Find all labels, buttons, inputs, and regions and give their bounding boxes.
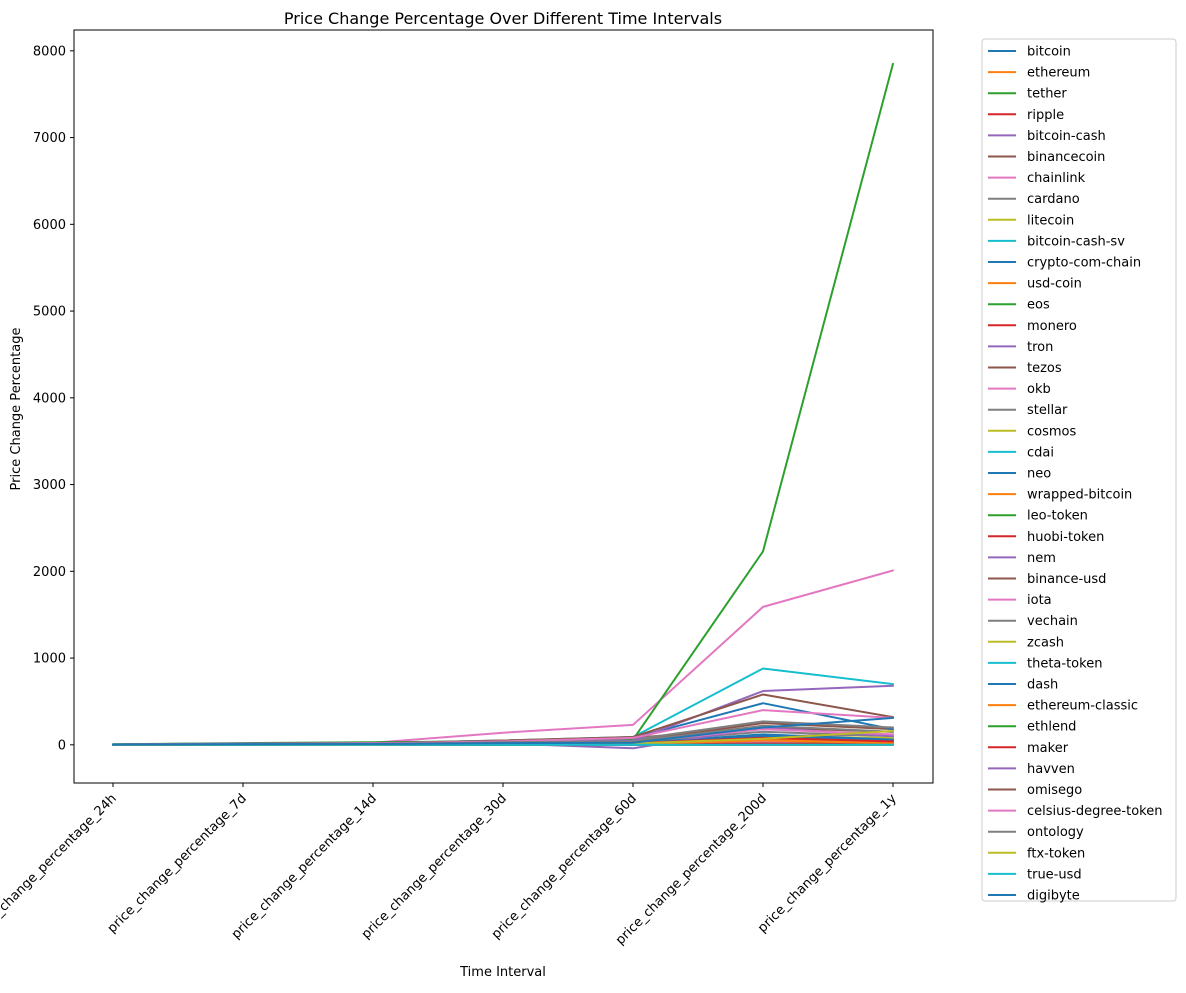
legend-label: vechain bbox=[1027, 614, 1078, 629]
legend-label: digibyte bbox=[1027, 889, 1080, 904]
legend-label: ftx-token bbox=[1027, 846, 1085, 861]
x-axis-ticks: price_change_percentage_24hprice_change_… bbox=[0, 783, 900, 948]
chart-title: Price Change Percentage Over Different T… bbox=[284, 9, 722, 28]
legend-label: ethlend bbox=[1027, 720, 1076, 735]
legend-label: celsius-degree-token bbox=[1027, 804, 1162, 819]
legend-label: tether bbox=[1027, 87, 1067, 102]
y-tick-label: 5000 bbox=[33, 305, 66, 320]
legend-label: huobi-token bbox=[1027, 530, 1104, 545]
legend-label: ethereum bbox=[1027, 66, 1090, 81]
legend-label: stellar bbox=[1027, 403, 1068, 418]
legend-label: theta-token bbox=[1027, 656, 1102, 671]
legend-label: nem bbox=[1027, 551, 1056, 566]
legend-label: leo-token bbox=[1027, 509, 1088, 524]
legend-label: ontology bbox=[1027, 825, 1084, 840]
legend-label: monero bbox=[1027, 319, 1077, 334]
y-tick-label: 6000 bbox=[33, 218, 66, 233]
legend-label: binancecoin bbox=[1027, 150, 1105, 165]
series-line-ethlend bbox=[113, 64, 893, 745]
y-axis-label: Price Change Percentage bbox=[9, 328, 24, 491]
legend-label: havven bbox=[1027, 762, 1075, 777]
legend-label: zcash bbox=[1027, 635, 1064, 650]
y-tick-label: 3000 bbox=[33, 478, 66, 493]
legend-label: wrapped-bitcoin bbox=[1027, 488, 1132, 503]
legend-label: binance-usd bbox=[1027, 572, 1106, 587]
legend-label: cardano bbox=[1027, 192, 1080, 207]
legend-label: okb bbox=[1027, 382, 1051, 397]
legend-label: eos bbox=[1027, 298, 1050, 313]
legend-label: cdai bbox=[1027, 445, 1054, 460]
legend-label: true-usd bbox=[1027, 867, 1082, 882]
legend-label: bitcoin bbox=[1027, 45, 1071, 60]
x-tick-label: price_change_percentage_7d bbox=[105, 791, 250, 936]
legend-label: dash bbox=[1027, 678, 1058, 693]
legend-label: cosmos bbox=[1027, 424, 1076, 439]
legend: bitcoin ethereum tether ripple bitcoin-cash b… bbox=[982, 39, 1176, 904]
y-tick-label: 8000 bbox=[33, 44, 66, 59]
legend-label: tron bbox=[1027, 340, 1053, 355]
x-tick-label: price_change_percentage_24h bbox=[0, 791, 120, 942]
legend-label: bitcoin-cash bbox=[1027, 129, 1106, 144]
legend-frame bbox=[982, 39, 1176, 901]
legend-label: iota bbox=[1027, 593, 1052, 608]
legend-label: usd-coin bbox=[1027, 277, 1082, 292]
legend-label: bitcoin-cash-sv bbox=[1027, 234, 1125, 249]
x-tick-label: price_change_percentage_30d bbox=[359, 791, 510, 942]
series-lines bbox=[113, 64, 893, 749]
legend-label: maker bbox=[1027, 741, 1069, 756]
legend-label: chainlink bbox=[1027, 171, 1086, 186]
x-tick-label: price_change_percentage_200d bbox=[613, 791, 770, 948]
x-tick-label: price_change_percentage_14d bbox=[229, 791, 380, 942]
y-tick-label: 1000 bbox=[33, 652, 66, 667]
legend-label: omisego bbox=[1027, 783, 1082, 798]
x-axis-label: Time Interval bbox=[459, 965, 546, 980]
y-tick-label: 0 bbox=[58, 738, 66, 753]
legend-label: tezos bbox=[1027, 361, 1062, 376]
series-line-chainlink bbox=[113, 571, 893, 745]
x-tick-label: price_change_percentage_1y bbox=[755, 791, 900, 936]
y-tick-label: 2000 bbox=[33, 565, 66, 580]
legend-label: neo bbox=[1027, 467, 1051, 482]
y-axis-ticks: 0 1000 2000 3000 4000 5000 6000 7000 8000 bbox=[33, 44, 74, 753]
x-tick-label: price_change_percentage_60d bbox=[489, 791, 640, 942]
legend-label: litecoin bbox=[1027, 213, 1074, 228]
y-tick-label: 4000 bbox=[33, 391, 66, 406]
legend-label: crypto-com-chain bbox=[1027, 256, 1141, 271]
plot-area-frame bbox=[74, 30, 933, 783]
legend-label: ethereum-classic bbox=[1027, 699, 1138, 714]
legend-label: ripple bbox=[1027, 108, 1064, 123]
y-tick-label: 7000 bbox=[33, 131, 66, 146]
